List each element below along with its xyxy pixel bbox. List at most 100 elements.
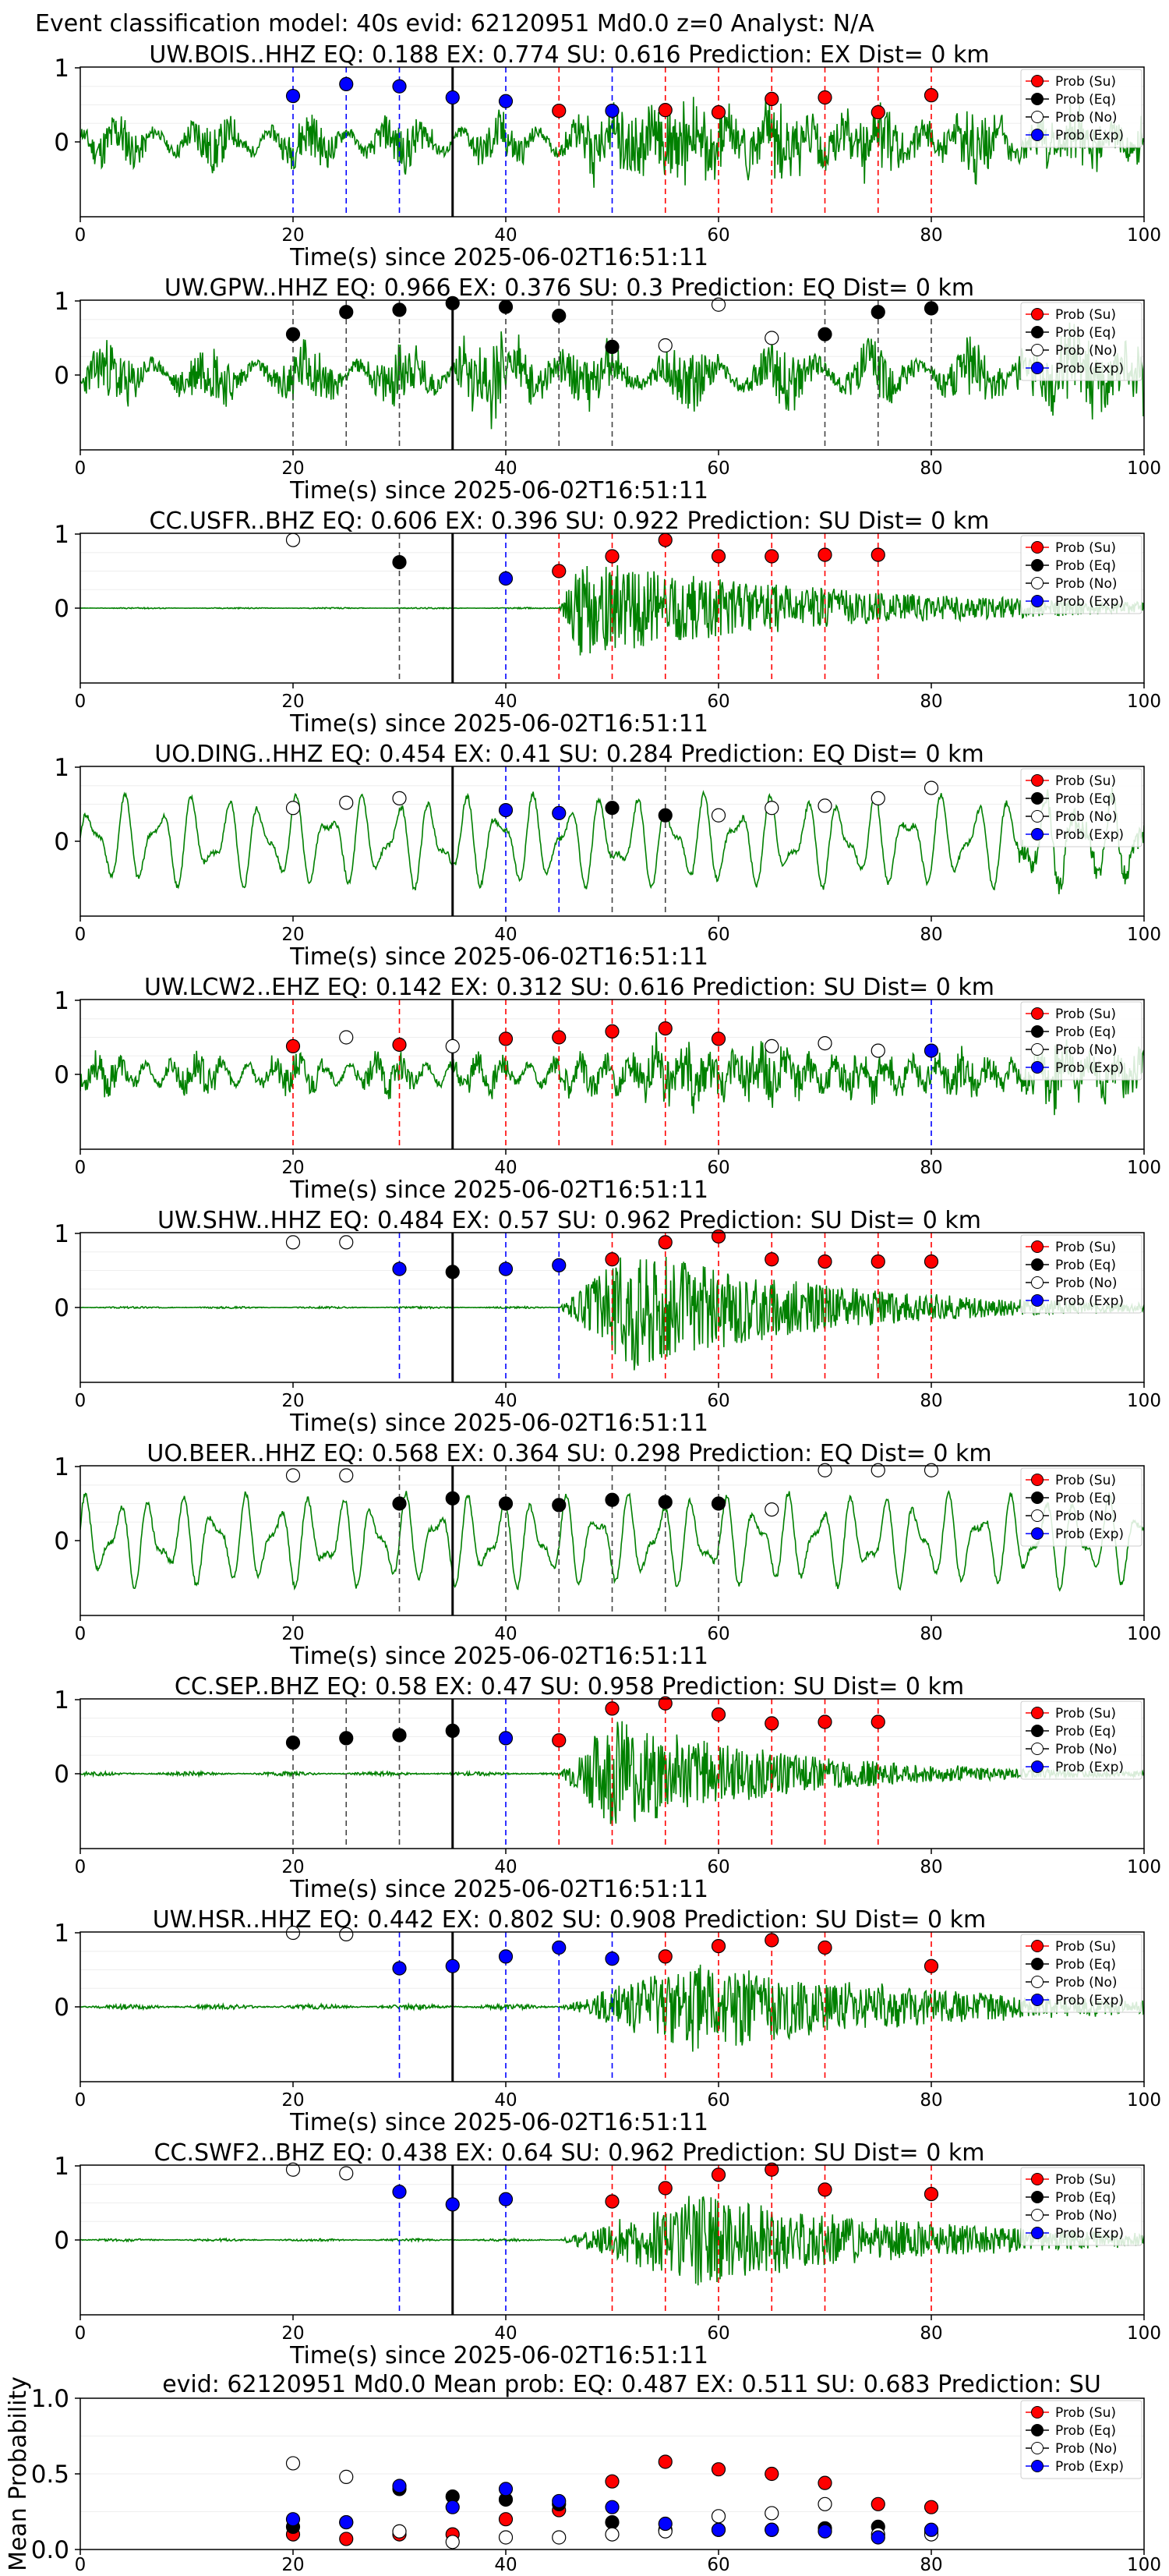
mean-point-no xyxy=(605,2527,620,2542)
legend-label: Prob (Su) xyxy=(1055,1473,1116,1488)
legend-box xyxy=(1020,1467,1143,1547)
prob-point-eq xyxy=(392,554,407,570)
y-tick-label: 0 xyxy=(54,595,69,623)
y-tick-label: 1 xyxy=(54,1220,69,1248)
legend-marker xyxy=(1031,1976,1044,1988)
x-tick-label: 80 xyxy=(920,1391,942,1411)
prob-point-eq xyxy=(552,308,567,324)
mean-point-exp xyxy=(818,2524,832,2539)
x-axis-label: Time(s) since 2025-06-02T16:51:11 xyxy=(289,943,708,971)
legend-label: Prob (Eq) xyxy=(1055,791,1116,807)
legend-marker xyxy=(1031,344,1044,356)
prob-point-su xyxy=(711,1229,726,1244)
legend-label: Prob (Eq) xyxy=(1055,1491,1116,1506)
mean-point-su xyxy=(605,2474,620,2489)
prob-point-su xyxy=(658,533,673,547)
x-tick-label: 80 xyxy=(920,1857,942,1877)
prob-point-no xyxy=(924,1463,939,1477)
x-tick-label: 40 xyxy=(494,2323,517,2344)
panel-lcw2: UW.LCW2..EHZ EQ: 0.142 EX: 0.312 SU: 0.6… xyxy=(54,974,1161,1204)
legend-label: Prob (Exp) xyxy=(1055,361,1124,377)
x-tick-label: 100 xyxy=(1127,225,1161,246)
x-tick-label: 20 xyxy=(281,1391,304,1411)
prob-point-no xyxy=(711,297,726,312)
x-tick-label: 40 xyxy=(494,925,517,945)
x-tick-label: 100 xyxy=(1127,1391,1161,1411)
panel-mean: evid: 62120951 Md0.0 Mean prob: EQ: 0.48… xyxy=(5,2371,1161,2575)
legend-label: Prob (Exp) xyxy=(1055,594,1124,610)
prob-point-exp xyxy=(445,90,460,105)
x-axis-label: Time(s) since 2025-06-02T16:51:11 xyxy=(289,1876,708,1903)
prob-point-su xyxy=(765,1252,779,1267)
legend-marker xyxy=(1031,1474,1044,1486)
x-tick-label: 60 xyxy=(707,458,729,479)
y-tick-label: 0 xyxy=(54,362,69,390)
prob-point-exp xyxy=(552,805,567,821)
x-tick-label: 0 xyxy=(75,1624,87,1644)
x-tick-label: 80 xyxy=(920,2323,942,2344)
y-tick-label: 0 xyxy=(54,1294,69,1322)
x-tick-label: 100 xyxy=(1127,1857,1161,1877)
prob-point-no xyxy=(818,798,832,813)
prob-point-su xyxy=(498,1031,514,1046)
legend-box xyxy=(1020,2400,1143,2479)
legend-label: Prob (No) xyxy=(1055,809,1118,825)
legend-label: Prob (Su) xyxy=(1055,540,1116,556)
x-tick-label: 60 xyxy=(707,2090,729,2111)
x-axis-label: Time(s) since 2025-06-02T16:51:11 xyxy=(289,477,708,504)
prob-point-no xyxy=(339,1927,354,1941)
x-tick-label: 60 xyxy=(707,225,729,246)
x-tick-label: 20 xyxy=(281,1158,304,1178)
prob-point-no xyxy=(765,1502,779,1517)
mean-point-exp xyxy=(924,2522,939,2537)
legend-label: Prob (Su) xyxy=(1055,1939,1116,1955)
legend-marker xyxy=(1031,559,1044,571)
legend-label: Prob (No) xyxy=(1055,2208,1118,2224)
mean-point-su xyxy=(658,2454,673,2469)
panel-beer: UO.BEER..HHZ EQ: 0.568 EX: 0.364 SU: 0.2… xyxy=(54,1440,1161,1670)
legend-marker xyxy=(1031,1061,1044,1074)
legend-label: Prob (Exp) xyxy=(1055,1527,1124,1542)
prob-point-eq xyxy=(924,301,939,316)
legend-marker xyxy=(1031,2227,1044,2239)
x-tick-label: 80 xyxy=(920,2090,942,2111)
legend-label: Prob (Su) xyxy=(1055,1240,1116,1255)
prob-point-su xyxy=(871,547,885,562)
x-tick-label: 100 xyxy=(1127,2555,1161,2573)
x-tick-label: 60 xyxy=(707,2323,729,2344)
y-tick-label: 1 xyxy=(54,288,69,316)
prob-point-eq xyxy=(392,1496,407,1511)
legend-marker xyxy=(1031,326,1044,338)
x-axis-label: Time(s) since 2025-06-02T16:51:11 xyxy=(289,2342,708,2369)
prob-point-eq xyxy=(818,327,832,341)
legend-box xyxy=(1020,2167,1143,2246)
prob-point-exp xyxy=(924,1043,939,1058)
prob-point-su xyxy=(765,1716,779,1731)
legend-box xyxy=(1020,768,1143,847)
prob-point-su xyxy=(552,564,567,579)
prob-point-exp xyxy=(285,88,301,104)
panel-sep: CC.SEP..BHZ EQ: 0.58 EX: 0.47 SU: 0.958 … xyxy=(54,1673,1161,1903)
legend-marker xyxy=(1031,1025,1044,1038)
x-tick-label: 40 xyxy=(494,1391,517,1411)
legend-marker xyxy=(1031,1707,1044,1719)
legend-marker xyxy=(1031,1258,1044,1271)
y-tick-label: 0 xyxy=(54,828,69,856)
legend-box xyxy=(1020,1934,1143,2013)
panel-title: UW.GPW..HHZ EQ: 0.966 EX: 0.376 SU: 0.3 … xyxy=(164,274,974,302)
mean-point-no xyxy=(818,2496,832,2511)
panel-usfr: CC.USFR..BHZ EQ: 0.606 EX: 0.396 SU: 0.9… xyxy=(54,508,1161,738)
x-tick-label: 100 xyxy=(1127,2323,1161,2344)
prob-point-eq xyxy=(339,305,354,320)
legend-marker xyxy=(1031,595,1044,607)
legend-label: Prob (Exp) xyxy=(1055,1993,1124,2008)
prob-point-su xyxy=(658,1696,673,1711)
mean-point-exp xyxy=(392,2479,407,2493)
prob-point-no xyxy=(658,338,673,353)
prob-point-eq xyxy=(658,1495,673,1509)
x-axis-label: Time(s) since 2025-06-02T16:51:11 xyxy=(289,1643,708,1670)
y-tick-label: 0 xyxy=(54,1760,69,1789)
prob-point-no xyxy=(285,1468,301,1483)
prob-point-su xyxy=(818,1254,832,1269)
